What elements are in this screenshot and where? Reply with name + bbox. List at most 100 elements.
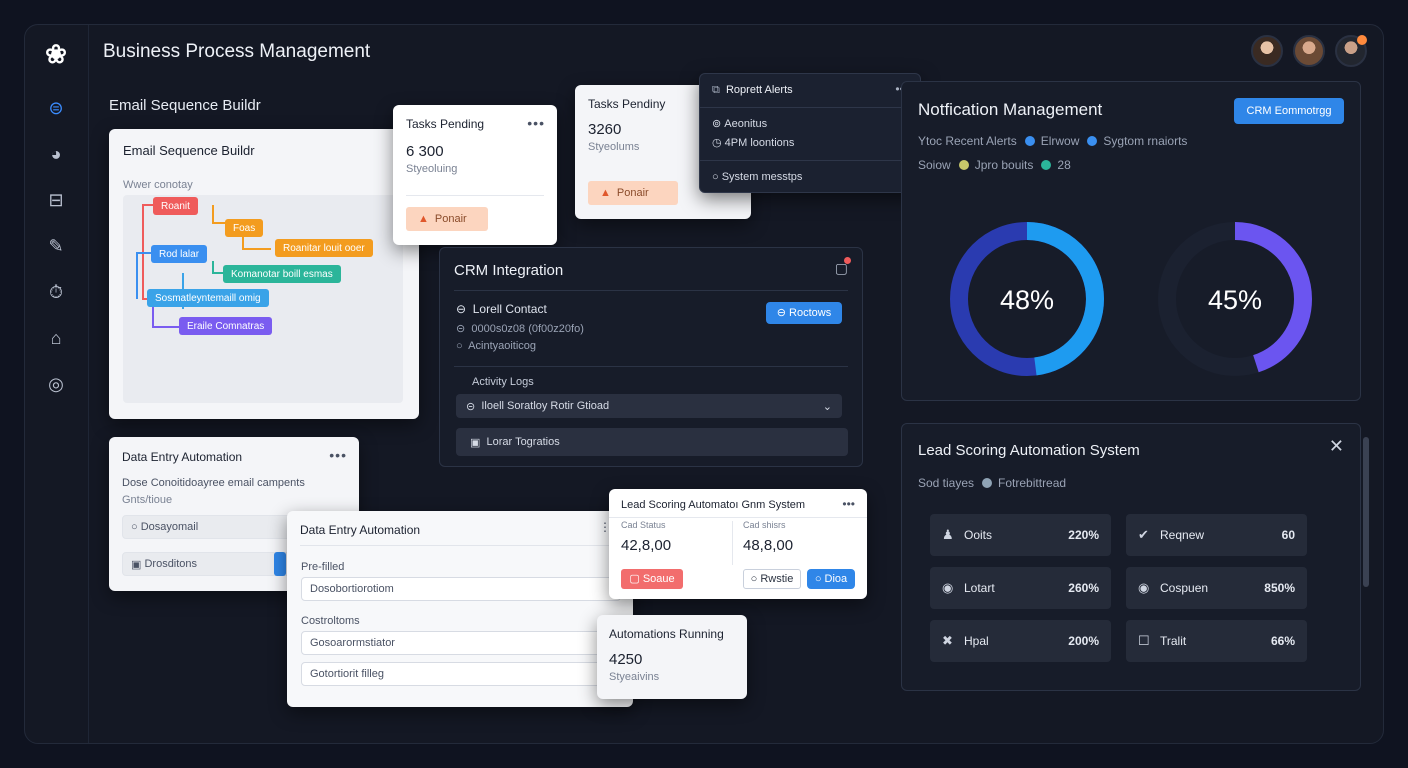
data-button[interactable]: ○ Dioa	[807, 569, 855, 589]
divider	[406, 195, 544, 196]
email-field[interactable]: ○ Dosayomail	[122, 515, 292, 539]
log-icon: ⊝	[466, 400, 476, 413]
stat-tile[interactable]: ◉ Cospuen 850%	[1126, 567, 1307, 609]
ponair-button[interactable]: ▲ Ponair	[588, 181, 678, 205]
edit-icon[interactable]: ✎	[48, 236, 64, 256]
stat-tile[interactable]: ✖ Hpal 200%	[930, 620, 1111, 662]
avatar[interactable]	[1335, 35, 1367, 67]
lead-scoring-popup: Lead Scoring Automatoı Gnm System ••• Ca…	[609, 489, 867, 599]
alert-icon: ▲	[600, 187, 611, 199]
tile-label: Reqnew	[1160, 528, 1205, 542]
save-button[interactable]: ▢ Soaue	[621, 569, 683, 589]
flow-node[interactable]: Eraile Comnatras	[179, 317, 273, 335]
chat-icon[interactable]: ▢	[835, 257, 851, 277]
avatar[interactable]	[1293, 35, 1325, 67]
button-label: Roctows	[789, 307, 832, 319]
crm-integration-card: CRM Integration ▢ ⊖ Lorell Contact ⊝ 000…	[439, 247, 863, 467]
legend-label: Elrwow	[1040, 134, 1080, 148]
avatar[interactable]	[1251, 35, 1283, 67]
restore-button[interactable]: ○ Rwstie	[743, 569, 801, 589]
field-value: Gotortiorit filleg	[310, 668, 384, 680]
app-window: ❀ ⊜ ◕ ⊟ ✎ ⏱ ⌂ ◎ Business Process Managem…	[24, 24, 1384, 744]
more-icon[interactable]: ⋮	[599, 520, 611, 534]
automations-running-card: Automations Running 4250 Styeaivins	[597, 615, 747, 699]
legend-label: Sygtom rnaiorts	[1103, 134, 1188, 148]
field-value: Dosobortiorotiom	[310, 583, 394, 595]
field-value: Drosditons	[144, 558, 198, 570]
stat-tile[interactable]: ◉ Lotart 260%	[930, 567, 1111, 609]
card-title: Tasks Pending	[406, 117, 485, 131]
crm-button[interactable]: CRM Eommotrgg	[1234, 98, 1344, 124]
more-icon[interactable]: •••	[527, 115, 545, 131]
card-title: Email Sequence Buildr	[123, 143, 255, 158]
home-icon[interactable]: ⌂	[50, 328, 62, 348]
logo-icon[interactable]: ❀	[45, 39, 67, 69]
workflow-icon[interactable]: ◕	[50, 144, 62, 164]
flow-node[interactable]: Sosmatleyntemaill omig	[147, 289, 269, 307]
sync-icon: ⊖	[776, 307, 786, 319]
ponair-button[interactable]: ▲ Ponair	[406, 207, 488, 231]
section-label-email: Email Sequence Buildr	[109, 97, 261, 114]
flow-node[interactable]: Foas	[225, 219, 264, 237]
notification-dot	[1357, 35, 1367, 45]
row-text: 0000s0z08 (0f00z20fo)	[471, 323, 584, 335]
stat-label: Cad shisrs	[743, 520, 786, 530]
crm-action-button[interactable]: ⊖ Roctows	[766, 302, 842, 324]
stat-tile[interactable]: ♟ Ooits 220%	[930, 514, 1111, 556]
flow-node[interactable]: Roanit	[153, 197, 198, 215]
alarm-icon: ⊚	[712, 118, 722, 130]
menu-item[interactable]: ⊚ Aeonitus	[712, 117, 767, 130]
divider	[732, 521, 733, 565]
more-icon[interactable]: •••	[329, 447, 347, 463]
menu-item-label: Aeonitus	[724, 118, 768, 130]
field-value: Gosoarormstiator	[310, 637, 395, 649]
circle-icon: ○	[814, 573, 822, 585]
tasks-pending-card-2: Tasks Pendiny 3260 Styeolums ▲ Ponair	[575, 85, 751, 219]
clock-icon[interactable]: ⏱	[48, 282, 64, 302]
flow-node[interactable]: Roanitar louit ooer	[275, 239, 373, 257]
activity-select[interactable]: ⊝ Iloell Soratloy Rotir Gtioad ⌄	[456, 394, 842, 418]
more-icon[interactable]: •••	[842, 497, 855, 511]
tasks-pending-card: Tasks Pending ••• 6 300 Styeoluing ▲ Pon…	[393, 105, 557, 245]
user-icon: ⊖	[456, 302, 467, 316]
select-value: Iloell Soratloy Rotir Gtioad	[481, 400, 610, 412]
legend-dot	[1024, 136, 1035, 146]
integration-row[interactable]: ▣ Lorar Togratios	[456, 428, 848, 456]
instagram-icon[interactable]: ◎	[48, 374, 64, 394]
card-title: Data Entry Automation	[122, 450, 243, 464]
check-icon: ✔	[1138, 527, 1149, 542]
phone-row: ⊝ 0000s0z08 (0f00z20fo)	[456, 322, 584, 335]
legend-label: Fotrebittread	[998, 476, 1067, 490]
tile-label: Lotart	[964, 581, 995, 595]
stat-tile[interactable]: ☐ Tralit 66%	[1126, 620, 1307, 662]
stat-value: 42,8,00	[621, 537, 672, 554]
menu-item[interactable]: ○ System messtps	[712, 171, 802, 183]
divider	[700, 107, 922, 108]
conditions-input[interactable]: Gosoarormstiator	[301, 631, 621, 655]
stat-value: 48,8,00	[743, 537, 794, 554]
scrollbar[interactable]	[1363, 437, 1369, 587]
page-title: Business Process Management	[103, 41, 371, 62]
menu-item[interactable]: ◷ 4PM loontions	[712, 136, 794, 149]
row-text: Lorell Contact	[472, 302, 547, 316]
legend-label: Jpro bouits	[974, 158, 1034, 172]
autofill-input[interactable]: Gotortiorit filleg	[301, 662, 621, 686]
metric-sub: Styeoluing	[406, 163, 458, 175]
activity-row: ○ Acintyaoiticog	[456, 340, 536, 352]
external-link-icon: ⧉	[712, 84, 720, 96]
flow-canvas[interactable]: Roanit Foas Roanitar louit ooer Rod lala…	[123, 195, 403, 403]
report-alerts-menu: ⧉ Roprett Alerts ••• ⊚ Aeonitus ◷ 4PM lo…	[699, 73, 922, 193]
layout-icon[interactable]: ⊟	[48, 190, 64, 210]
flow-node[interactable]: Rod lalar	[151, 245, 208, 263]
button-label: Dioa	[824, 573, 848, 585]
stat-tile[interactable]: ✔ Reqnew 60	[1126, 514, 1307, 556]
dashboard-icon[interactable]: ⊜	[48, 98, 64, 118]
tile-value: 60	[1281, 528, 1295, 542]
tile-label: Tralit	[1160, 634, 1187, 648]
prefilled-field[interactable]: Dosobortiorotiom	[301, 577, 621, 601]
conditions-field[interactable]: ▣ Drosditons	[122, 552, 292, 576]
donut-chart-2: 45%	[1158, 222, 1312, 376]
flow-node[interactable]: Komanotar boill esmas	[223, 265, 341, 283]
close-icon[interactable]: ✕	[1328, 436, 1344, 456]
square-icon: ▣	[131, 558, 142, 571]
